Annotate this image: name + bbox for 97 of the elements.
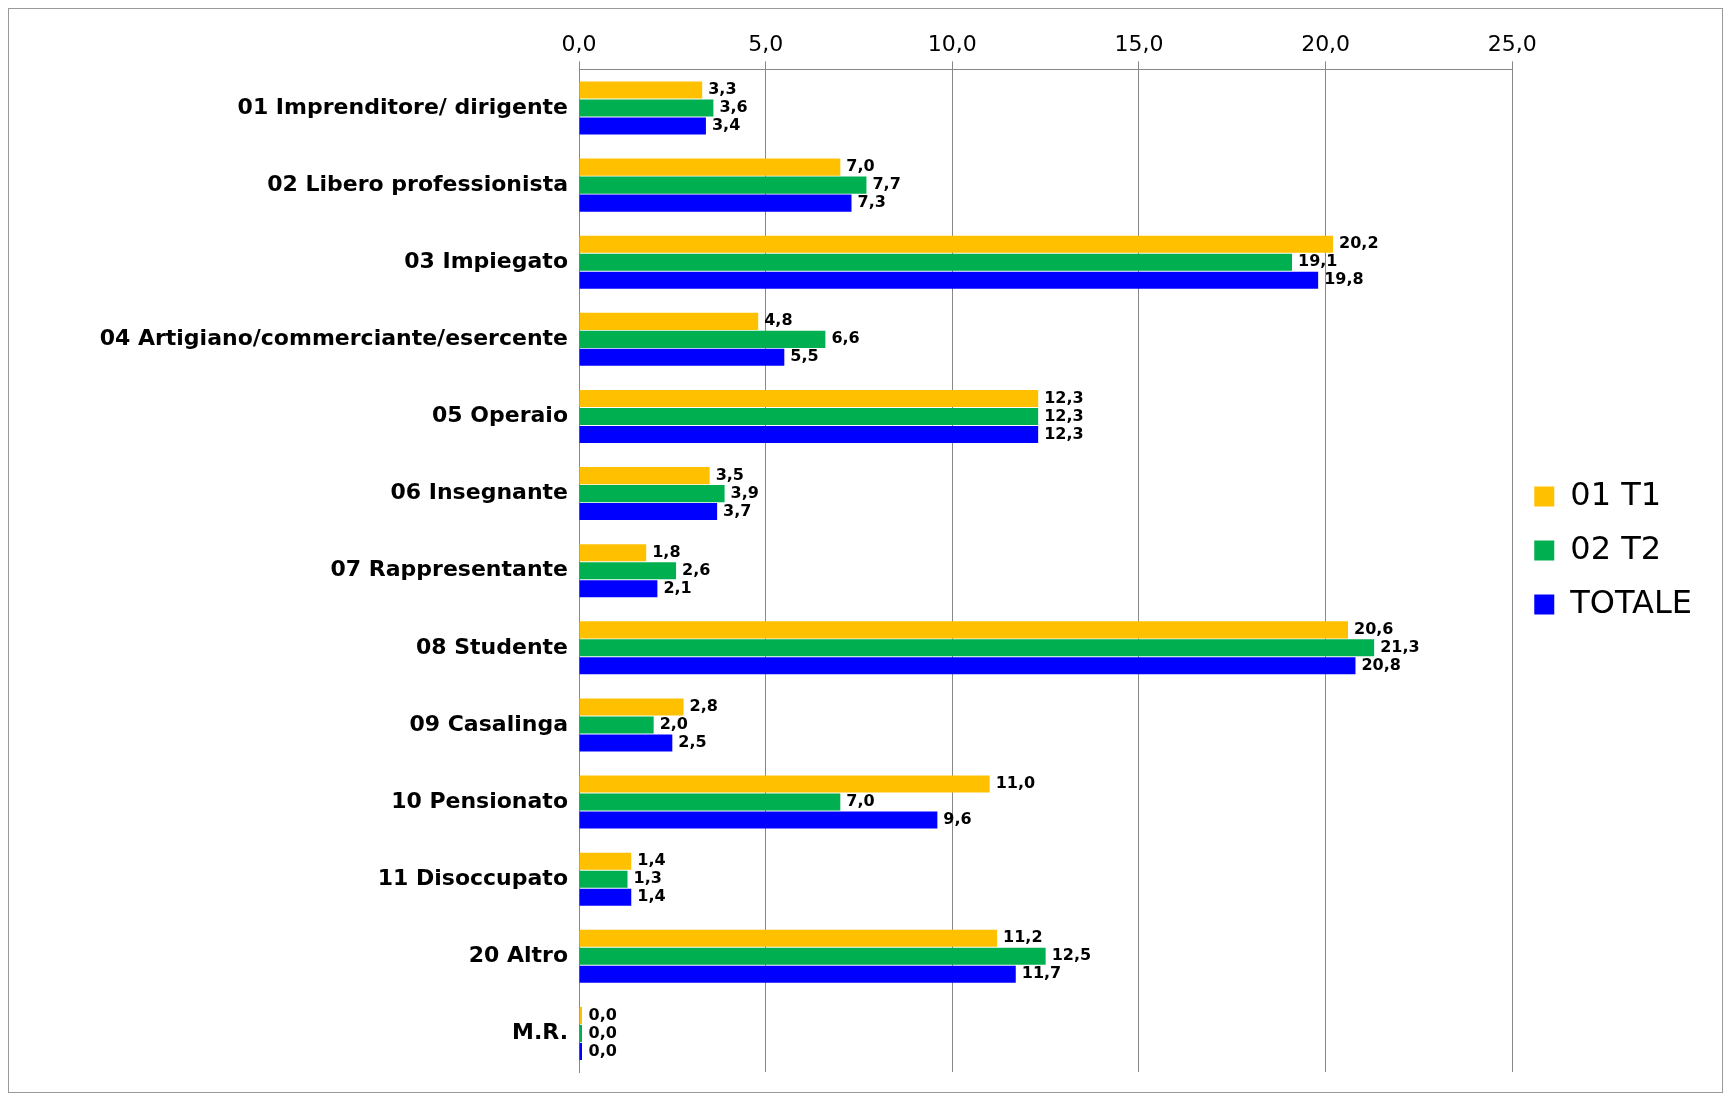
data-label: 11,2 xyxy=(1003,927,1043,947)
x-tick-label: 20,0 xyxy=(1301,30,1351,56)
bar xyxy=(579,425,1039,443)
bar xyxy=(579,485,725,503)
data-label: 7,3 xyxy=(857,192,886,212)
data-label: 7,0 xyxy=(846,156,875,176)
data-label: 2,8 xyxy=(689,696,718,716)
data-label: 3,9 xyxy=(730,482,759,502)
bar xyxy=(579,176,867,194)
bar xyxy=(579,271,1319,289)
bar xyxy=(579,888,632,906)
x-tick-label: 25,0 xyxy=(1487,30,1537,56)
data-label: 4,8 xyxy=(764,310,793,330)
data-label: 0,0 xyxy=(588,1040,617,1060)
bar xyxy=(579,99,714,117)
data-label: 7,0 xyxy=(846,791,875,811)
y-tick-label: 03 Impiegato xyxy=(404,247,568,273)
x-tick-label: 5,0 xyxy=(748,30,784,56)
data-label: 0,0 xyxy=(588,1004,617,1024)
data-label: 0,0 xyxy=(588,1022,617,1042)
data-label: 3,6 xyxy=(719,97,748,117)
bar xyxy=(579,580,658,598)
bar xyxy=(579,716,654,734)
x-tick-label: 10,0 xyxy=(927,30,977,56)
bar xyxy=(579,544,647,562)
x-tick-label: 0,0 xyxy=(561,30,597,56)
data-label: 12,3 xyxy=(1044,405,1084,425)
bar xyxy=(579,330,826,348)
legend-label: 02 T2 xyxy=(1570,528,1662,567)
bar xyxy=(579,929,998,947)
bar xyxy=(579,389,1039,408)
bar xyxy=(579,639,1375,657)
data-label: 19,1 xyxy=(1298,251,1338,271)
bar xyxy=(579,947,1046,965)
bar xyxy=(579,158,841,176)
bar xyxy=(579,407,1039,425)
bar xyxy=(579,734,673,752)
data-label: 2,5 xyxy=(678,732,707,752)
data-label: 5,5 xyxy=(790,346,819,366)
bar xyxy=(579,793,841,811)
y-tick-label: 09 Casalinga xyxy=(409,710,568,736)
data-label: 11,0 xyxy=(995,773,1036,793)
data-label: 20,8 xyxy=(1361,654,1401,674)
y-tick-label: 05 Operaio xyxy=(432,402,568,428)
data-label: 11,7 xyxy=(1021,963,1062,983)
bar xyxy=(579,965,1016,983)
y-tick-label: 07 Rappresentante xyxy=(330,556,568,582)
data-label: 9,6 xyxy=(943,809,972,829)
data-label: 6,6 xyxy=(831,328,860,348)
y-tick-label: 11 Disoccupato xyxy=(377,864,568,890)
data-label: 19,8 xyxy=(1324,269,1364,289)
data-label: 3,4 xyxy=(711,115,741,135)
data-label: 2,6 xyxy=(682,559,711,579)
data-label: 1,8 xyxy=(652,541,681,561)
data-label: 1,3 xyxy=(633,868,662,888)
bar xyxy=(579,852,632,870)
data-label: 2,1 xyxy=(663,577,692,597)
bar xyxy=(579,348,785,366)
data-label: 1,4 xyxy=(637,850,666,870)
y-tick-label: 08 Studente xyxy=(415,633,568,659)
data-label: 2,0 xyxy=(659,714,689,734)
x-tick-label: 15,0 xyxy=(1114,30,1164,56)
bar xyxy=(579,312,759,330)
y-tick-label: 04 Artigiano/commerciante/esercente xyxy=(99,325,568,351)
bar xyxy=(579,117,706,135)
bar xyxy=(579,870,628,888)
data-label: 21,3 xyxy=(1380,636,1420,656)
data-label: 7,7 xyxy=(872,174,901,194)
data-label: 12,3 xyxy=(1044,423,1084,443)
bar xyxy=(579,503,718,521)
bar xyxy=(579,775,990,793)
bar xyxy=(579,235,1334,253)
bar xyxy=(579,467,710,485)
bar xyxy=(579,811,938,829)
data-label: 20,2 xyxy=(1339,233,1379,253)
y-tick-label: 06 Insegnante xyxy=(390,479,568,505)
data-label: 20,6 xyxy=(1354,618,1394,638)
y-tick-label: 20 Altro xyxy=(468,942,568,968)
legend-label: 01 T1 xyxy=(1570,474,1662,513)
y-tick-label: M.R. xyxy=(512,1019,568,1045)
data-label: 1,4 xyxy=(637,886,666,906)
y-tick-label: 10 Pensionato xyxy=(391,787,568,813)
legend-label: TOTALE xyxy=(1569,582,1692,621)
y-tick-label: 01 Imprenditore/ dirigente xyxy=(237,93,568,119)
bar xyxy=(579,81,703,99)
y-tick-label: 02 Libero professionista xyxy=(267,170,568,196)
data-label: 3,3 xyxy=(708,79,737,99)
data-label: 12,3 xyxy=(1044,387,1084,407)
bar xyxy=(579,621,1349,639)
data-label: 3,5 xyxy=(715,464,744,484)
data-label: 12,5 xyxy=(1051,945,1092,965)
data-label: 3,7 xyxy=(723,500,752,520)
bar xyxy=(579,253,1293,271)
bar xyxy=(579,194,852,212)
bar xyxy=(579,698,684,716)
bar xyxy=(579,657,1356,675)
bar xyxy=(579,562,677,580)
